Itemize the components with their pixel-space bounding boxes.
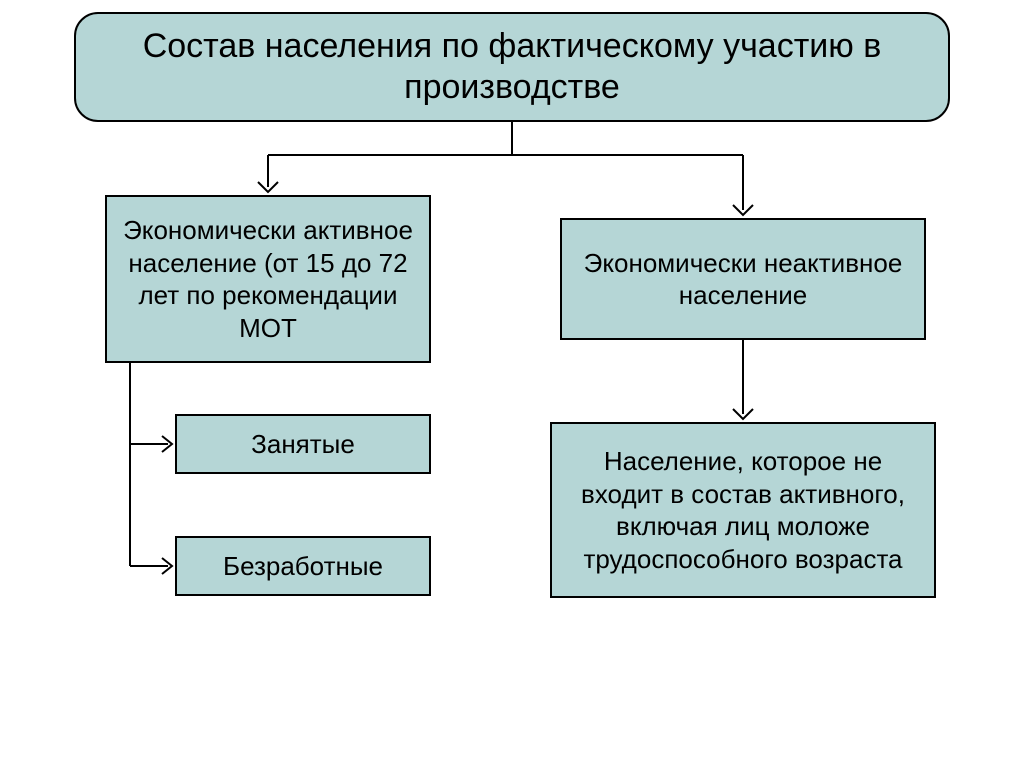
not-in-active-box: Население, которое не входит в состав ак… <box>550 422 936 598</box>
connector-inactive-child <box>0 0 1024 767</box>
not-in-active-text: Население, которое не входит в состав ак… <box>568 445 918 575</box>
